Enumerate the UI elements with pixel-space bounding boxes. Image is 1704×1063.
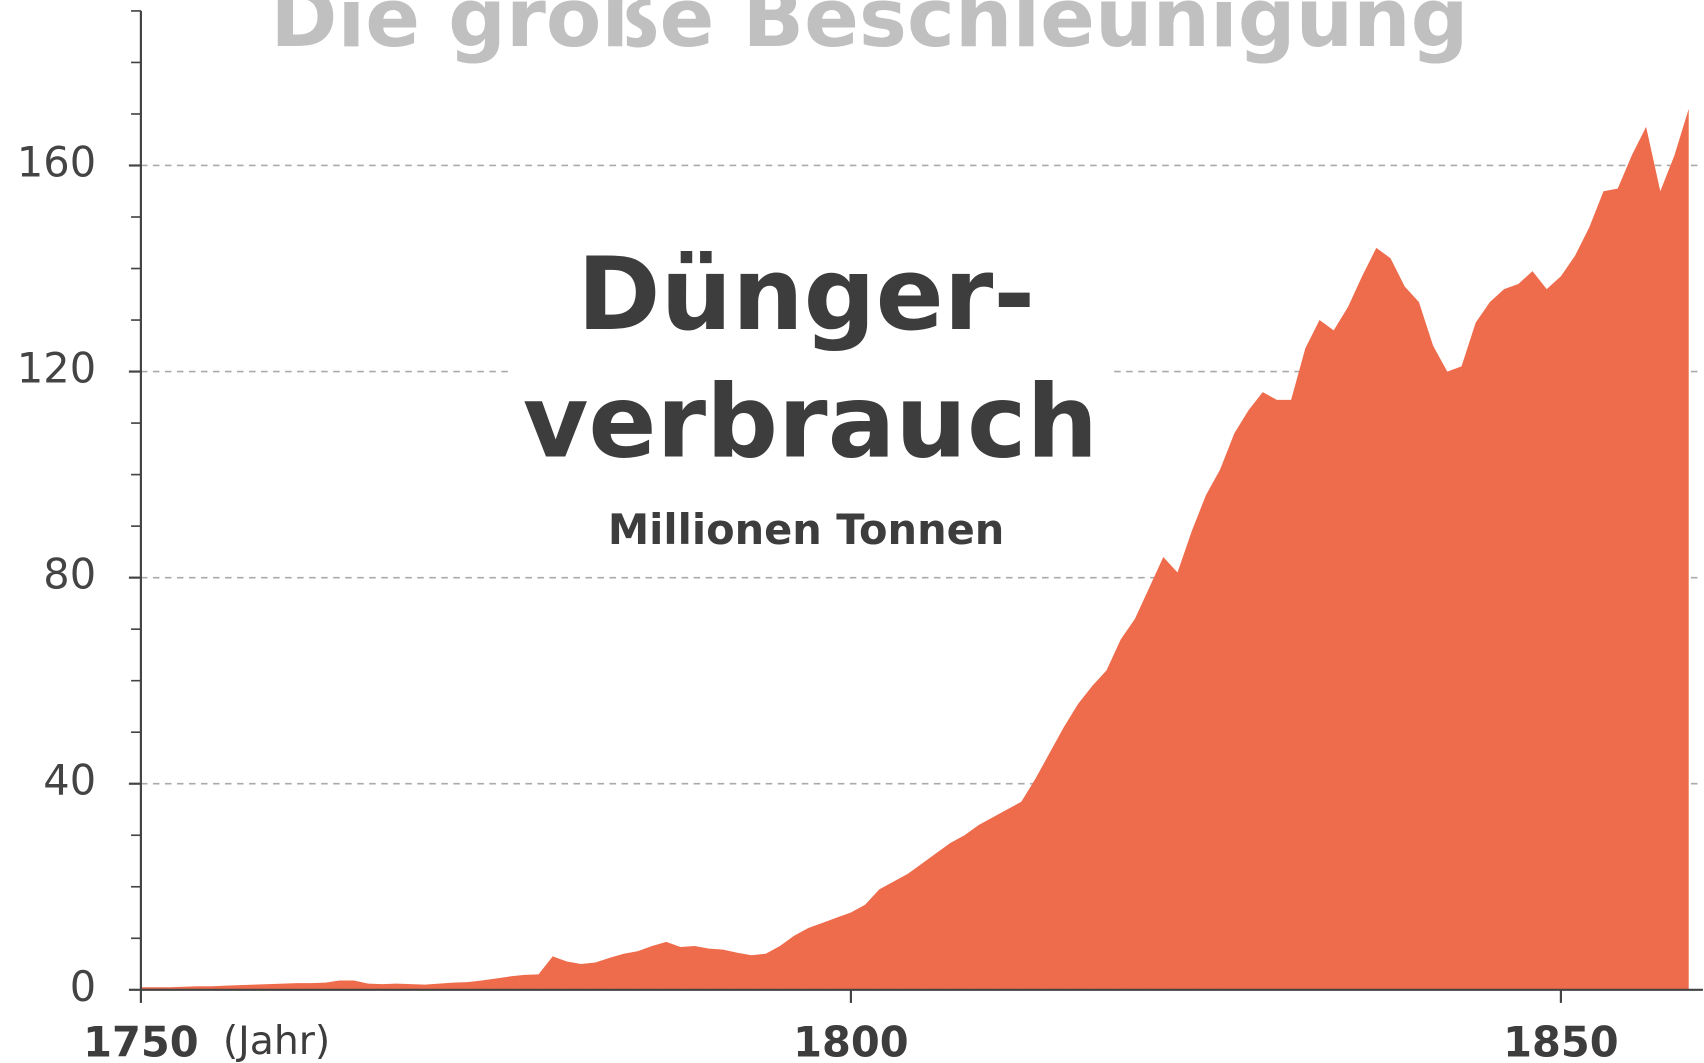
y-tick-label: 160	[17, 137, 96, 186]
y-tick-label: 80	[43, 550, 96, 599]
y-tick-label: 0	[70, 962, 96, 1011]
unit-label: Millionen Tonnen	[608, 505, 1004, 554]
label-backdrop	[507, 242, 1112, 562]
series-label: Dünger-	[577, 236, 1035, 353]
x-axis-label: (Jahr)	[223, 1019, 330, 1063]
axis-layer: 0 40 80 120 160 1750 1800 1850	[17, 10, 1703, 1063]
series-label: verbrauch	[523, 364, 1098, 481]
x-tick-label: 1850	[1503, 1018, 1619, 1063]
y-tick-label: 40	[43, 756, 96, 805]
mark-layer	[140, 108, 1689, 990]
x-tick-label: 1800	[793, 1018, 909, 1063]
y-tick-label: 120	[17, 344, 96, 393]
chart-title: Die große Beschleunigung	[270, 0, 1468, 66]
area	[140, 108, 1689, 990]
x-tick-label: 1750	[83, 1018, 199, 1063]
